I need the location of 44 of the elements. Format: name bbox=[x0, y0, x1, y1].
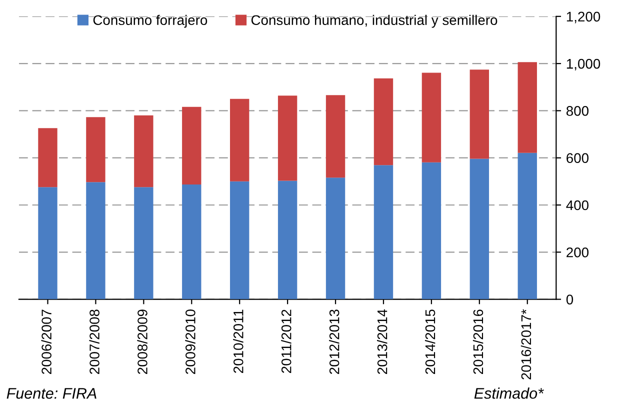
y-tick-label: 800 bbox=[566, 106, 589, 116]
bar bbox=[38, 128, 58, 188]
text: Estimado* bbox=[474, 388, 544, 399]
bar bbox=[182, 106, 202, 184]
bar bbox=[278, 180, 298, 300]
bar bbox=[326, 178, 346, 300]
bar bbox=[422, 72, 442, 162]
x-tick-label: 2013/2014 bbox=[377, 309, 388, 374]
x-tick-label: 2008/2009 bbox=[137, 310, 148, 374]
y-tick-label: 600 bbox=[566, 153, 589, 164]
y-tick-label: 1,000 bbox=[566, 58, 600, 70]
bar bbox=[422, 162, 442, 300]
source-note: Fuente: FIRA bbox=[6, 388, 96, 399]
x-tick-label: 2006/2007 bbox=[41, 310, 52, 374]
bar bbox=[230, 181, 250, 300]
x-tick-label: 2014/2015 bbox=[424, 310, 436, 374]
y-tick-label: 1,200 bbox=[566, 12, 600, 24]
x-tick-label: 2011/2012 bbox=[281, 310, 292, 373]
bar bbox=[134, 187, 154, 300]
legend-label: Consumo forrajero bbox=[93, 14, 208, 28]
bar bbox=[470, 158, 490, 300]
bar bbox=[470, 70, 490, 159]
y-tick-label: 400 bbox=[566, 200, 589, 210]
bar bbox=[182, 184, 202, 300]
x-tick-label: 2009/2010 bbox=[185, 310, 196, 374]
bar bbox=[518, 152, 537, 300]
bar bbox=[134, 115, 154, 188]
bar bbox=[326, 95, 346, 178]
x-tick-label: 2015/2016 bbox=[472, 310, 484, 374]
bar bbox=[374, 78, 394, 166]
x-tick-label: 2012/2013 bbox=[329, 310, 340, 374]
x-tick-label: 2010/2011 bbox=[233, 310, 244, 373]
x-tick-label: 2016/2017* bbox=[520, 309, 532, 380]
legend-label: Consumo humano, industrial y semillero bbox=[251, 14, 498, 28]
bar bbox=[86, 182, 106, 300]
bar bbox=[86, 117, 106, 182]
y-tick-label: 200 bbox=[566, 247, 589, 258]
bar bbox=[374, 165, 394, 300]
bar bbox=[230, 98, 250, 182]
y-tick-label: 0 bbox=[566, 294, 574, 304]
x-tick-label: 2007/2008 bbox=[89, 310, 100, 374]
bar bbox=[38, 187, 58, 300]
bar bbox=[278, 96, 298, 181]
bar bbox=[518, 62, 537, 153]
